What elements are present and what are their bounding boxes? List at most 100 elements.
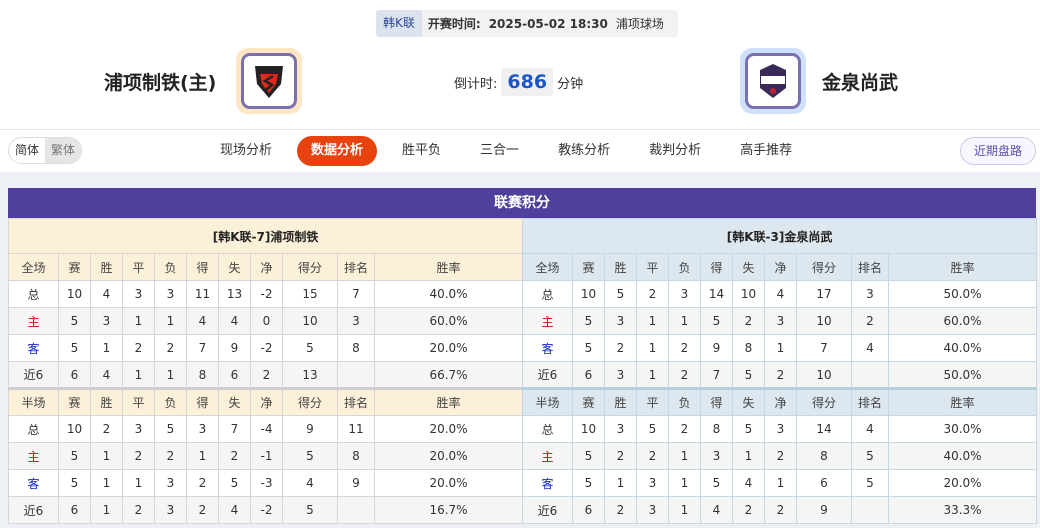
- cell: 3: [604, 361, 637, 389]
- home-team-logo[interactable]: [236, 48, 302, 114]
- cell: 4: [851, 415, 889, 443]
- column-header: 胜率: [373, 387, 524, 416]
- column-header: 平: [636, 253, 669, 281]
- table-row: 主 5 1 2 2 1 2 -1 5 8 20.0%: [8, 442, 524, 470]
- cell: 2: [154, 334, 187, 362]
- tab-2[interactable]: 胜平负: [402, 143, 442, 158]
- row-label: 主: [522, 442, 573, 470]
- table-row: 总 10 2 3 5 3 7 -4 9 11 20.0%: [8, 415, 524, 443]
- countdown-label: 倒计时:: [454, 76, 498, 92]
- column-header: 全场: [8, 253, 59, 281]
- cell: 1: [604, 469, 637, 497]
- cell: 5: [700, 307, 733, 335]
- cell: 2: [186, 469, 219, 497]
- cell: 60.0%: [887, 307, 1038, 335]
- cell: 1: [668, 496, 701, 524]
- cell: 4: [218, 307, 251, 335]
- cell: [337, 361, 375, 389]
- cell: 30.0%: [887, 415, 1038, 443]
- cell: 20.0%: [373, 442, 524, 470]
- column-header: 失: [218, 387, 251, 416]
- cell: [851, 361, 889, 389]
- column-header: 全场: [522, 253, 573, 281]
- cell: -2: [250, 334, 283, 362]
- column-header: 得: [186, 387, 219, 416]
- cell: 7: [186, 334, 219, 362]
- tab-4[interactable]: 教练分析: [558, 143, 611, 158]
- row-label: 客: [8, 469, 59, 497]
- tab-3[interactable]: 三合一: [480, 143, 520, 158]
- cell: 1: [90, 442, 123, 470]
- cell: 2: [122, 334, 155, 362]
- cell: 4: [186, 307, 219, 335]
- cell: 60.0%: [373, 307, 524, 335]
- column-header: 排名: [337, 387, 375, 416]
- cell: 2: [154, 442, 187, 470]
- cell: 8: [186, 361, 219, 389]
- table-row: 近6 6 1 2 3 2 4 -2 5 16.7%: [8, 496, 524, 524]
- cell: 3: [122, 280, 155, 308]
- column-header: 失: [732, 387, 765, 416]
- nav-bar: 简体 繁体 现场分析 数据分析 胜平负 三合一 教练分析 裁判分析 高手推荐 近期盘路: [0, 129, 1040, 172]
- simplified-button[interactable]: 简体: [15, 143, 40, 157]
- tab-0[interactable]: 现场分析: [220, 143, 273, 158]
- tab-6[interactable]: 高手推荐: [740, 143, 793, 158]
- home-team-name[interactable]: 浦项制铁(主): [104, 72, 217, 94]
- cell: 3: [764, 307, 797, 335]
- home-standings-table: [韩K联-7]浦项制铁 全场赛胜平负得失净得分 排名 胜率总 10 4 3 3 11 13 -2 15…: [7, 218, 524, 524]
- traditional-button[interactable]: 繁体: [45, 138, 82, 163]
- column-header: 排名: [851, 387, 889, 416]
- cell: 5: [282, 442, 338, 470]
- cell: 5: [636, 415, 669, 443]
- away-team-logo[interactable]: [740, 48, 806, 114]
- cell: 3: [186, 415, 219, 443]
- cell: 2: [636, 442, 669, 470]
- cell: 1: [90, 334, 123, 362]
- cell: 4: [90, 280, 123, 308]
- cell: 5: [58, 442, 91, 470]
- cell: 5: [282, 496, 338, 524]
- cell: 3: [636, 496, 669, 524]
- column-header: 平: [122, 253, 155, 281]
- cell: 2: [668, 334, 701, 362]
- cell: 2: [764, 361, 797, 389]
- cell: 1: [154, 307, 187, 335]
- recent-trend-button[interactable]: 近期盘路: [959, 137, 1036, 165]
- column-header: 得: [186, 253, 219, 281]
- cell: 6: [218, 361, 251, 389]
- away-team-name[interactable]: 金泉尚武: [822, 72, 899, 94]
- table-row: 近6 6 2 3 1 4 2 2 9 33.3%: [522, 496, 1038, 524]
- row-label: 主: [522, 307, 573, 335]
- tab-1[interactable]: 数据分析: [297, 136, 378, 166]
- team-title: [韩K联-7]浦项制铁: [7, 218, 524, 254]
- shield-logo-icon: [760, 64, 786, 98]
- column-header: 净: [250, 387, 283, 416]
- column-header: 半场: [522, 387, 573, 416]
- row-label: 客: [522, 334, 573, 362]
- cell: 2: [636, 280, 669, 308]
- row-label: 近6: [522, 361, 573, 389]
- column-header: 胜率: [887, 253, 1038, 281]
- tab-5[interactable]: 裁判分析: [649, 143, 702, 158]
- cell: 3: [700, 442, 733, 470]
- column-header: 胜: [90, 387, 123, 416]
- row-label: 总: [522, 415, 573, 443]
- kickoff-time: 2025-05-02 18:30: [488, 16, 608, 31]
- column-header: 排名: [851, 253, 889, 281]
- cell: 5: [732, 415, 765, 443]
- column-header: 得: [700, 387, 733, 416]
- cell: 10: [732, 280, 765, 308]
- cell: 1: [186, 442, 219, 470]
- cell: 3: [154, 469, 187, 497]
- cell: 4: [90, 361, 123, 389]
- cell: 7: [218, 415, 251, 443]
- row-label: 总: [522, 280, 573, 308]
- team-title-row: [韩K联-7]浦项制铁: [7, 218, 524, 254]
- cell: 5: [732, 361, 765, 389]
- cell: 5: [572, 469, 605, 497]
- countdown-unit: 分钟: [557, 76, 584, 92]
- league-tag[interactable]: 韩K联: [376, 10, 422, 37]
- cell: 1: [764, 469, 797, 497]
- column-header: 得: [700, 253, 733, 281]
- cell: -3: [250, 469, 283, 497]
